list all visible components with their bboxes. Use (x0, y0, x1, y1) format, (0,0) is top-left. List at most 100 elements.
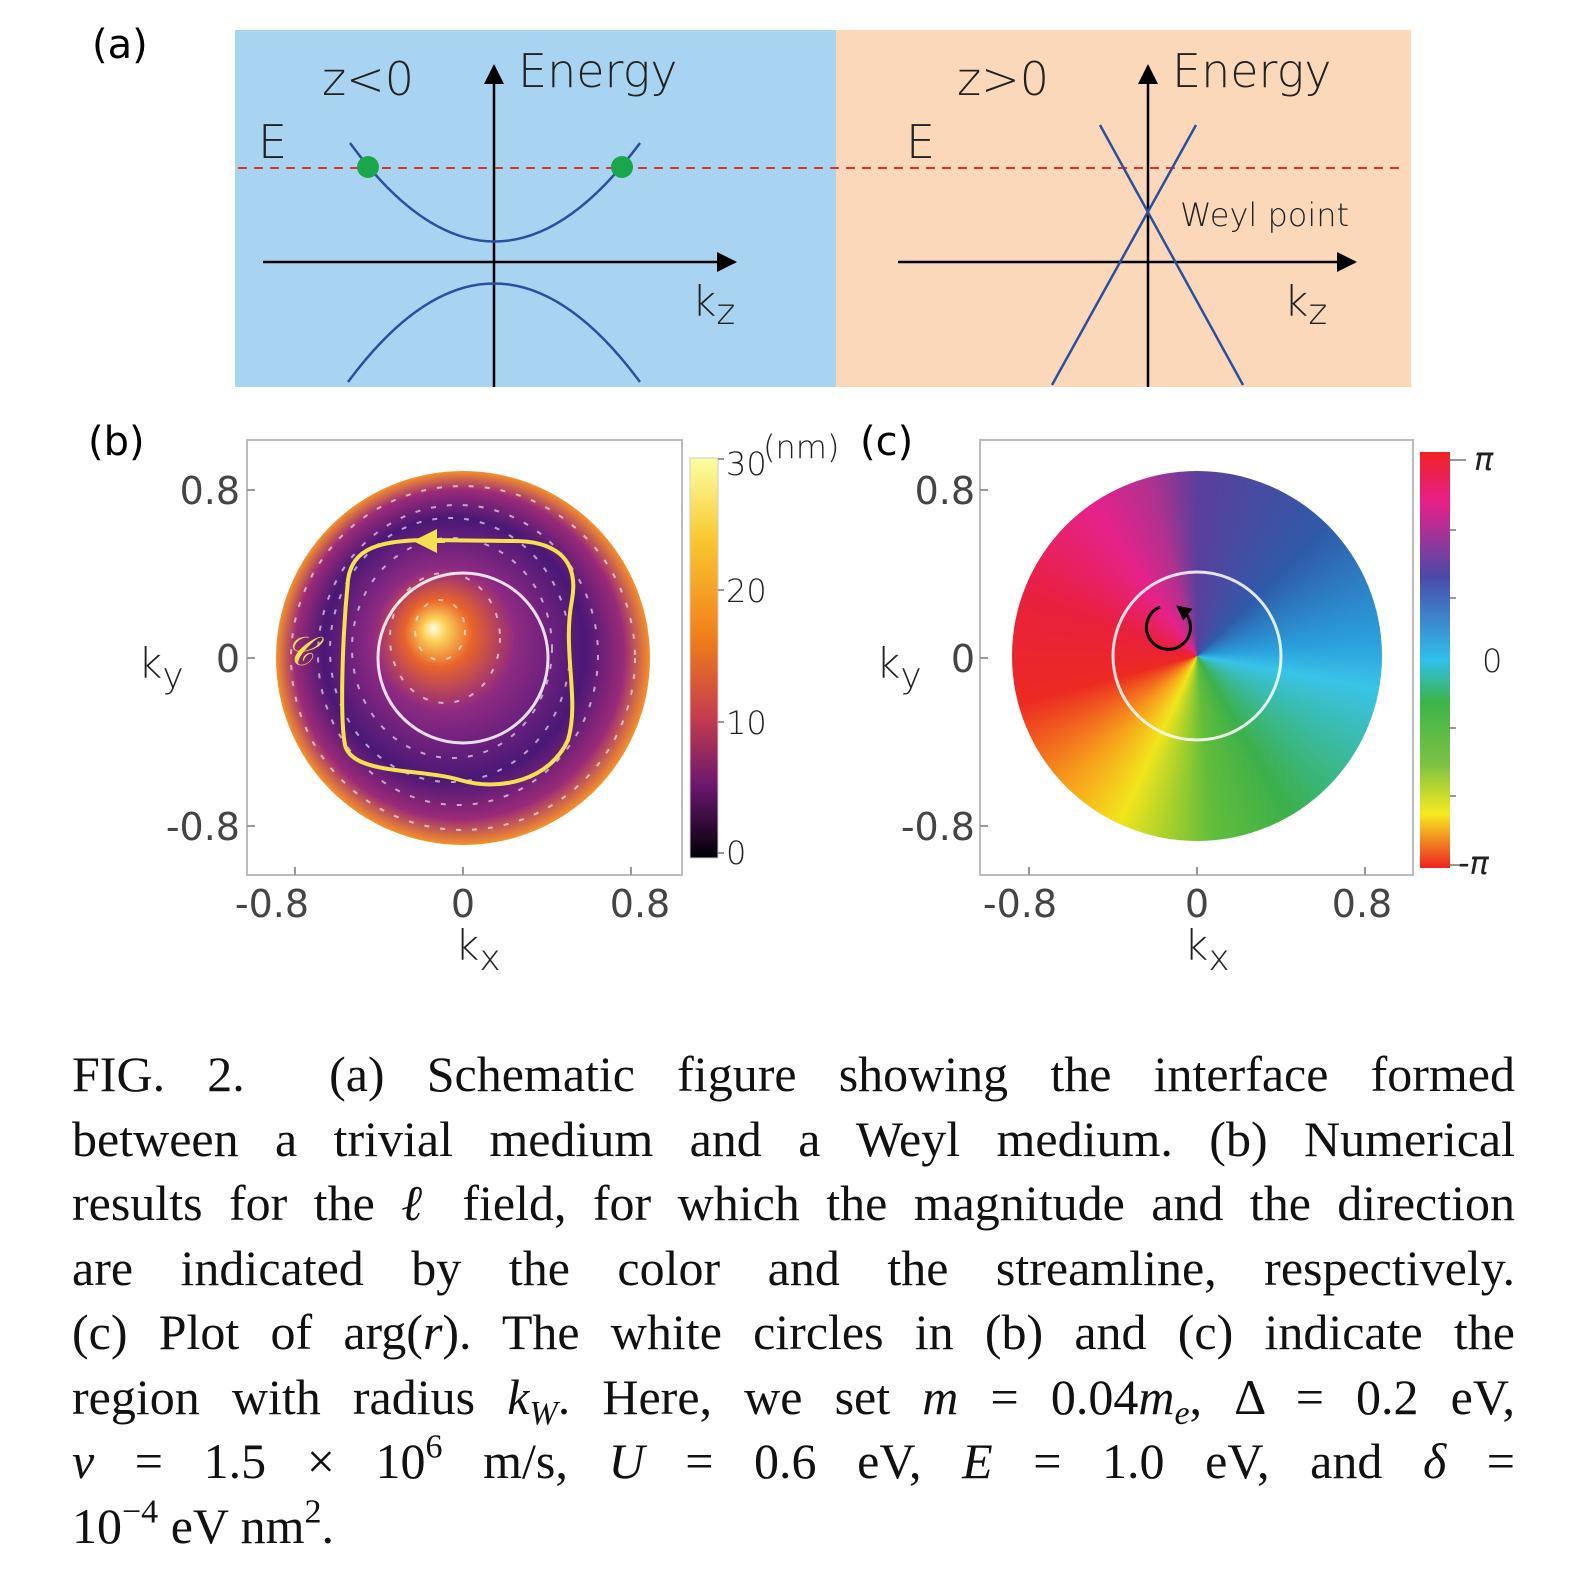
colorbar-tick-label: 0 (1482, 642, 1502, 680)
caption-math: E (962, 1433, 993, 1489)
caption-text: results for the (72, 1175, 402, 1231)
contour-path (340, 537, 576, 787)
panel-label: (c) (860, 419, 913, 465)
caption-text: . Here, we set (557, 1368, 923, 1425)
caption-text: between a trivial medium and a Weyl medi… (72, 1110, 1515, 1167)
x-tick-label: 0.8 (610, 882, 670, 926)
axis-label: Energy (1172, 44, 1331, 98)
caption-math: W (529, 1394, 558, 1432)
colorbar-ticks (1450, 459, 1466, 866)
caption-line: v = 1.5 × 106 m/s, U = 0.6 eV, E = 1.0 e… (72, 1429, 1515, 1494)
caption: FIG. 2. (a) Schematic figure showing the… (72, 1042, 1515, 1558)
winding-arrow (1144, 605, 1193, 651)
caption-math: −4 (122, 1493, 159, 1531)
colorbar-tick-label: π (1474, 440, 1494, 478)
region-label: z>0 (957, 52, 1049, 106)
caption-line: 10−4 eV nm2. (72, 1494, 1515, 1559)
x-tick-label: 0 (1185, 882, 1209, 926)
caption-text: 10 (72, 1497, 122, 1554)
caption-text: eV nm (158, 1497, 305, 1554)
caption-line: (c) Plot of arg(r). The white circles in… (72, 1300, 1515, 1365)
weyl-point-label: Weyl point (1180, 196, 1349, 234)
caption-text: = (1446, 1433, 1515, 1489)
conduction-band (348, 142, 642, 243)
phase-disk (1012, 471, 1382, 841)
colorbar (689, 457, 719, 859)
panel-label: (a) (92, 22, 148, 68)
y-tick-label: 0.8 (915, 469, 975, 513)
caption-math: m (1138, 1368, 1175, 1425)
caption-math: δ (1422, 1433, 1447, 1489)
y-tick-label: -0.8 (901, 805, 975, 849)
colorbar-tick-label: 10 (726, 704, 767, 742)
x-tick-label: -0.8 (235, 882, 309, 926)
caption-math: m (922, 1368, 959, 1425)
level-label: E (258, 115, 287, 169)
caption-math: 6 (425, 1428, 443, 1466)
x-axis-label: kx (455, 921, 501, 979)
caption-text: = 0.04 (958, 1368, 1139, 1425)
caption-line: region with radius kW. Here, we set m = … (72, 1365, 1516, 1432)
axis-label: Energy (518, 44, 677, 98)
axis-label: kz (692, 277, 735, 333)
y-tick-label: 0 (951, 637, 975, 681)
caption-text: field, for which the magnitude and the d… (435, 1175, 1516, 1231)
y-axis-label: ky (138, 639, 184, 697)
y-tick-label: 0.8 (180, 469, 240, 513)
caption-text: (a) Schematic figure showing the interfa… (329, 1046, 1515, 1102)
colorbar-tick-label: 0 (726, 834, 746, 872)
colorbar-tick-label: -π (1458, 844, 1490, 882)
y-tick-label: 0 (216, 637, 240, 681)
axis-ticks (247, 489, 632, 875)
caption-text: = 1.0 eV, (992, 1433, 1270, 1489)
caption-text: are indicated by the color and the strea… (72, 1239, 1515, 1296)
caption-math: r (422, 1304, 443, 1360)
axis-ticks (980, 489, 1366, 875)
caption-math: k (507, 1368, 530, 1425)
colorbar-tick-label: 20 (726, 572, 767, 610)
x-tick-label: -0.8 (983, 882, 1057, 926)
caption-math: ℓ (401, 1175, 436, 1231)
colorbar-ticks (718, 458, 724, 854)
weyl-region (836, 30, 1411, 387)
y-tick-label: -0.8 (166, 805, 240, 849)
x-tick-label: 0 (451, 882, 475, 926)
y-axis-label: ky (876, 639, 922, 697)
caption-line: between a trivial medium and a Weyl medi… (72, 1107, 1515, 1172)
weyl-band (1098, 124, 1245, 386)
panel-label: (b) (88, 419, 145, 465)
kw-circle (1111, 570, 1283, 742)
trivial-region (235, 30, 836, 387)
axis-label: kz (1284, 277, 1327, 333)
caption-text: (c) Plot of arg( (72, 1304, 423, 1360)
caption-text: = 0.6 eV, (644, 1433, 922, 1489)
caption-math: 2 (304, 1493, 322, 1531)
kw-circle (376, 571, 550, 745)
caption-text: ). The white circles in (b) and (c) indi… (442, 1304, 1515, 1360)
valence-band (346, 282, 642, 383)
caption-line: results for the ℓ field, for which the m… (72, 1171, 1515, 1236)
magnitude-disk (276, 471, 650, 845)
plot-frame (979, 439, 1414, 876)
caption-text: m/s, (442, 1433, 568, 1489)
region-label: z<0 (322, 52, 414, 106)
caption-text: , Δ = 0.2 eV, (1189, 1368, 1516, 1425)
caption-text: FIG. 2. (72, 1046, 245, 1102)
caption-text: = 1.5 × 10 (94, 1433, 426, 1489)
caption-math: U (608, 1433, 645, 1489)
colorbar (1420, 452, 1450, 868)
x-tick-label: 0.8 (1332, 882, 1392, 926)
state-dot (611, 156, 633, 178)
weyl-band (1050, 124, 1198, 386)
caption-math: v (72, 1433, 95, 1489)
caption-text: region with radius (72, 1368, 508, 1425)
colorbar-tick-label: 30 (726, 445, 767, 483)
caption-text: and (1310, 1433, 1383, 1489)
caption-math: e (1174, 1394, 1190, 1432)
x-axis-label: kx (1184, 921, 1230, 979)
figure: (a) z<0 Energy E kz z>0 Energy E Weyl po… (88, 22, 1502, 979)
caption-line: are indicated by the color and the strea… (72, 1236, 1515, 1301)
state-dot (357, 156, 379, 178)
caption-line: FIG. 2. (a) Schematic figure showing the… (72, 1042, 1515, 1107)
